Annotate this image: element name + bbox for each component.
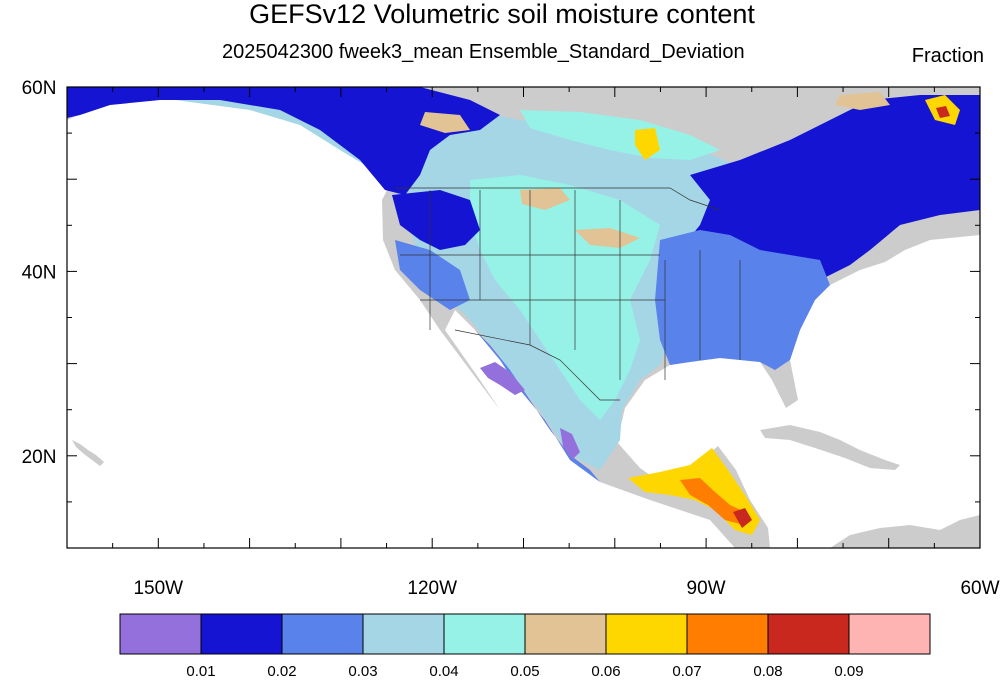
colorbar-swatch [200,613,283,655]
lat-tick-label: 60N [22,78,57,99]
colorbar-swatch [362,613,445,655]
hawaii-islands [72,440,104,466]
colorbar-swatch [848,613,931,655]
field-level-0.02-canada [67,87,500,195]
field-level-0.02-west [392,190,480,250]
colorbar-swatch [767,613,850,655]
field-level-0.09-central-america [733,508,752,528]
colorbar-label: 0.01 [186,663,215,680]
colorbar-label: 0.02 [267,663,296,680]
field-level-0.01-baja [480,362,525,395]
field-level-0.09-labrador [936,106,950,118]
colorbar-label: 0.04 [429,663,458,680]
lon-tick-label: 120W [407,578,457,599]
field-level-0.03-band [655,230,830,370]
colorbar-label: 0.07 [672,663,701,680]
colorbar-label: 0.06 [591,663,620,680]
field-level-0.06-a [520,188,570,210]
axis-ticks: 150W 120W 90W 60W 60N 40N 20N [22,78,1000,599]
field-level-0.06-d [420,112,470,133]
caribbean-islands [760,425,900,470]
colorbar-swatch [119,613,202,655]
lon-tick-label: 60W [960,578,999,599]
field-level-0.06-b [575,228,640,248]
land-field [67,87,980,548]
south-america-edge [830,515,980,548]
field-level-0.07-hudson [635,128,660,160]
colorbar-label: 0.03 [348,663,377,680]
units-label: Fraction [911,45,984,67]
chart-subtitle: 2025042300 fweek3_mean Ensemble_Standard… [222,41,745,63]
field-level-0.01-sinaloa [560,428,580,460]
field-level-0.05b [520,110,720,160]
lon-tick-label: 90W [687,578,726,599]
lon-tick-label: 150W [133,578,183,599]
field-level-0.06-c [835,92,890,110]
colorbar: 0.01 0.02 0.03 0.04 0.05 0.06 0.07 0.08 0.09 [119,613,931,680]
colorbar-label: 0.05 [510,663,539,680]
colorbar-swatch [443,613,526,655]
colorbar-label: 0.08 [753,663,782,680]
field-level-0.08-central-america [680,478,745,524]
lat-tick-label: 20N [22,447,57,468]
chart-title: GEFSv12 Volumetric soil moisture content [249,0,755,29]
colorbar-swatch [686,613,769,655]
field-level-0.03-plains [395,240,470,310]
colorbar-swatch [605,613,688,655]
political-borders [395,187,741,401]
colorbar-swatch [524,613,607,655]
colorbar-label: 0.09 [834,663,863,680]
lat-tick-label: 40N [22,262,57,283]
colorbar-swatch [281,613,364,655]
